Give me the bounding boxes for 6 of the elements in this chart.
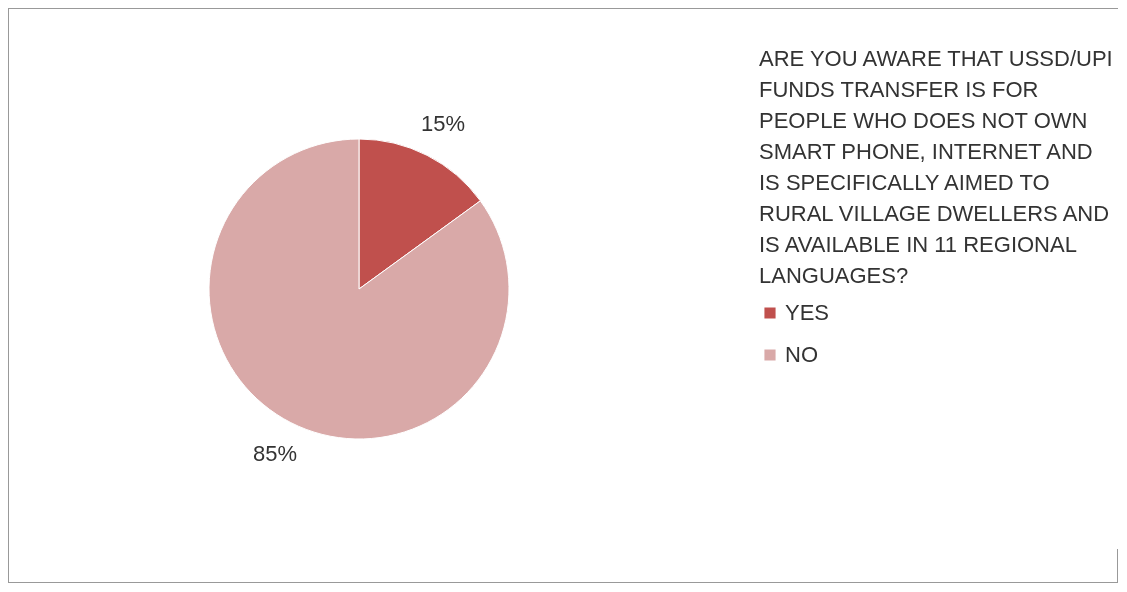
pie-slice (208, 138, 510, 440)
legend-title: ARE YOU AWARE THAT USSD/UPI FUNDS TRANSFER IS FOR PEOPLE WHO DOES NOT OWN SMART PHONE, INTERNET AND IS SPECIFICALLY AIMED TO RURAL VILLAGE DWELLERS AND IS AVAILABLE IN 11 REGIONAL LANGUAGES? (759, 46, 1113, 288)
legend-label: NO (785, 342, 818, 367)
legend-label: YES (785, 300, 830, 325)
data-label: 85% (252, 440, 298, 466)
data-label: 15% (420, 111, 466, 137)
